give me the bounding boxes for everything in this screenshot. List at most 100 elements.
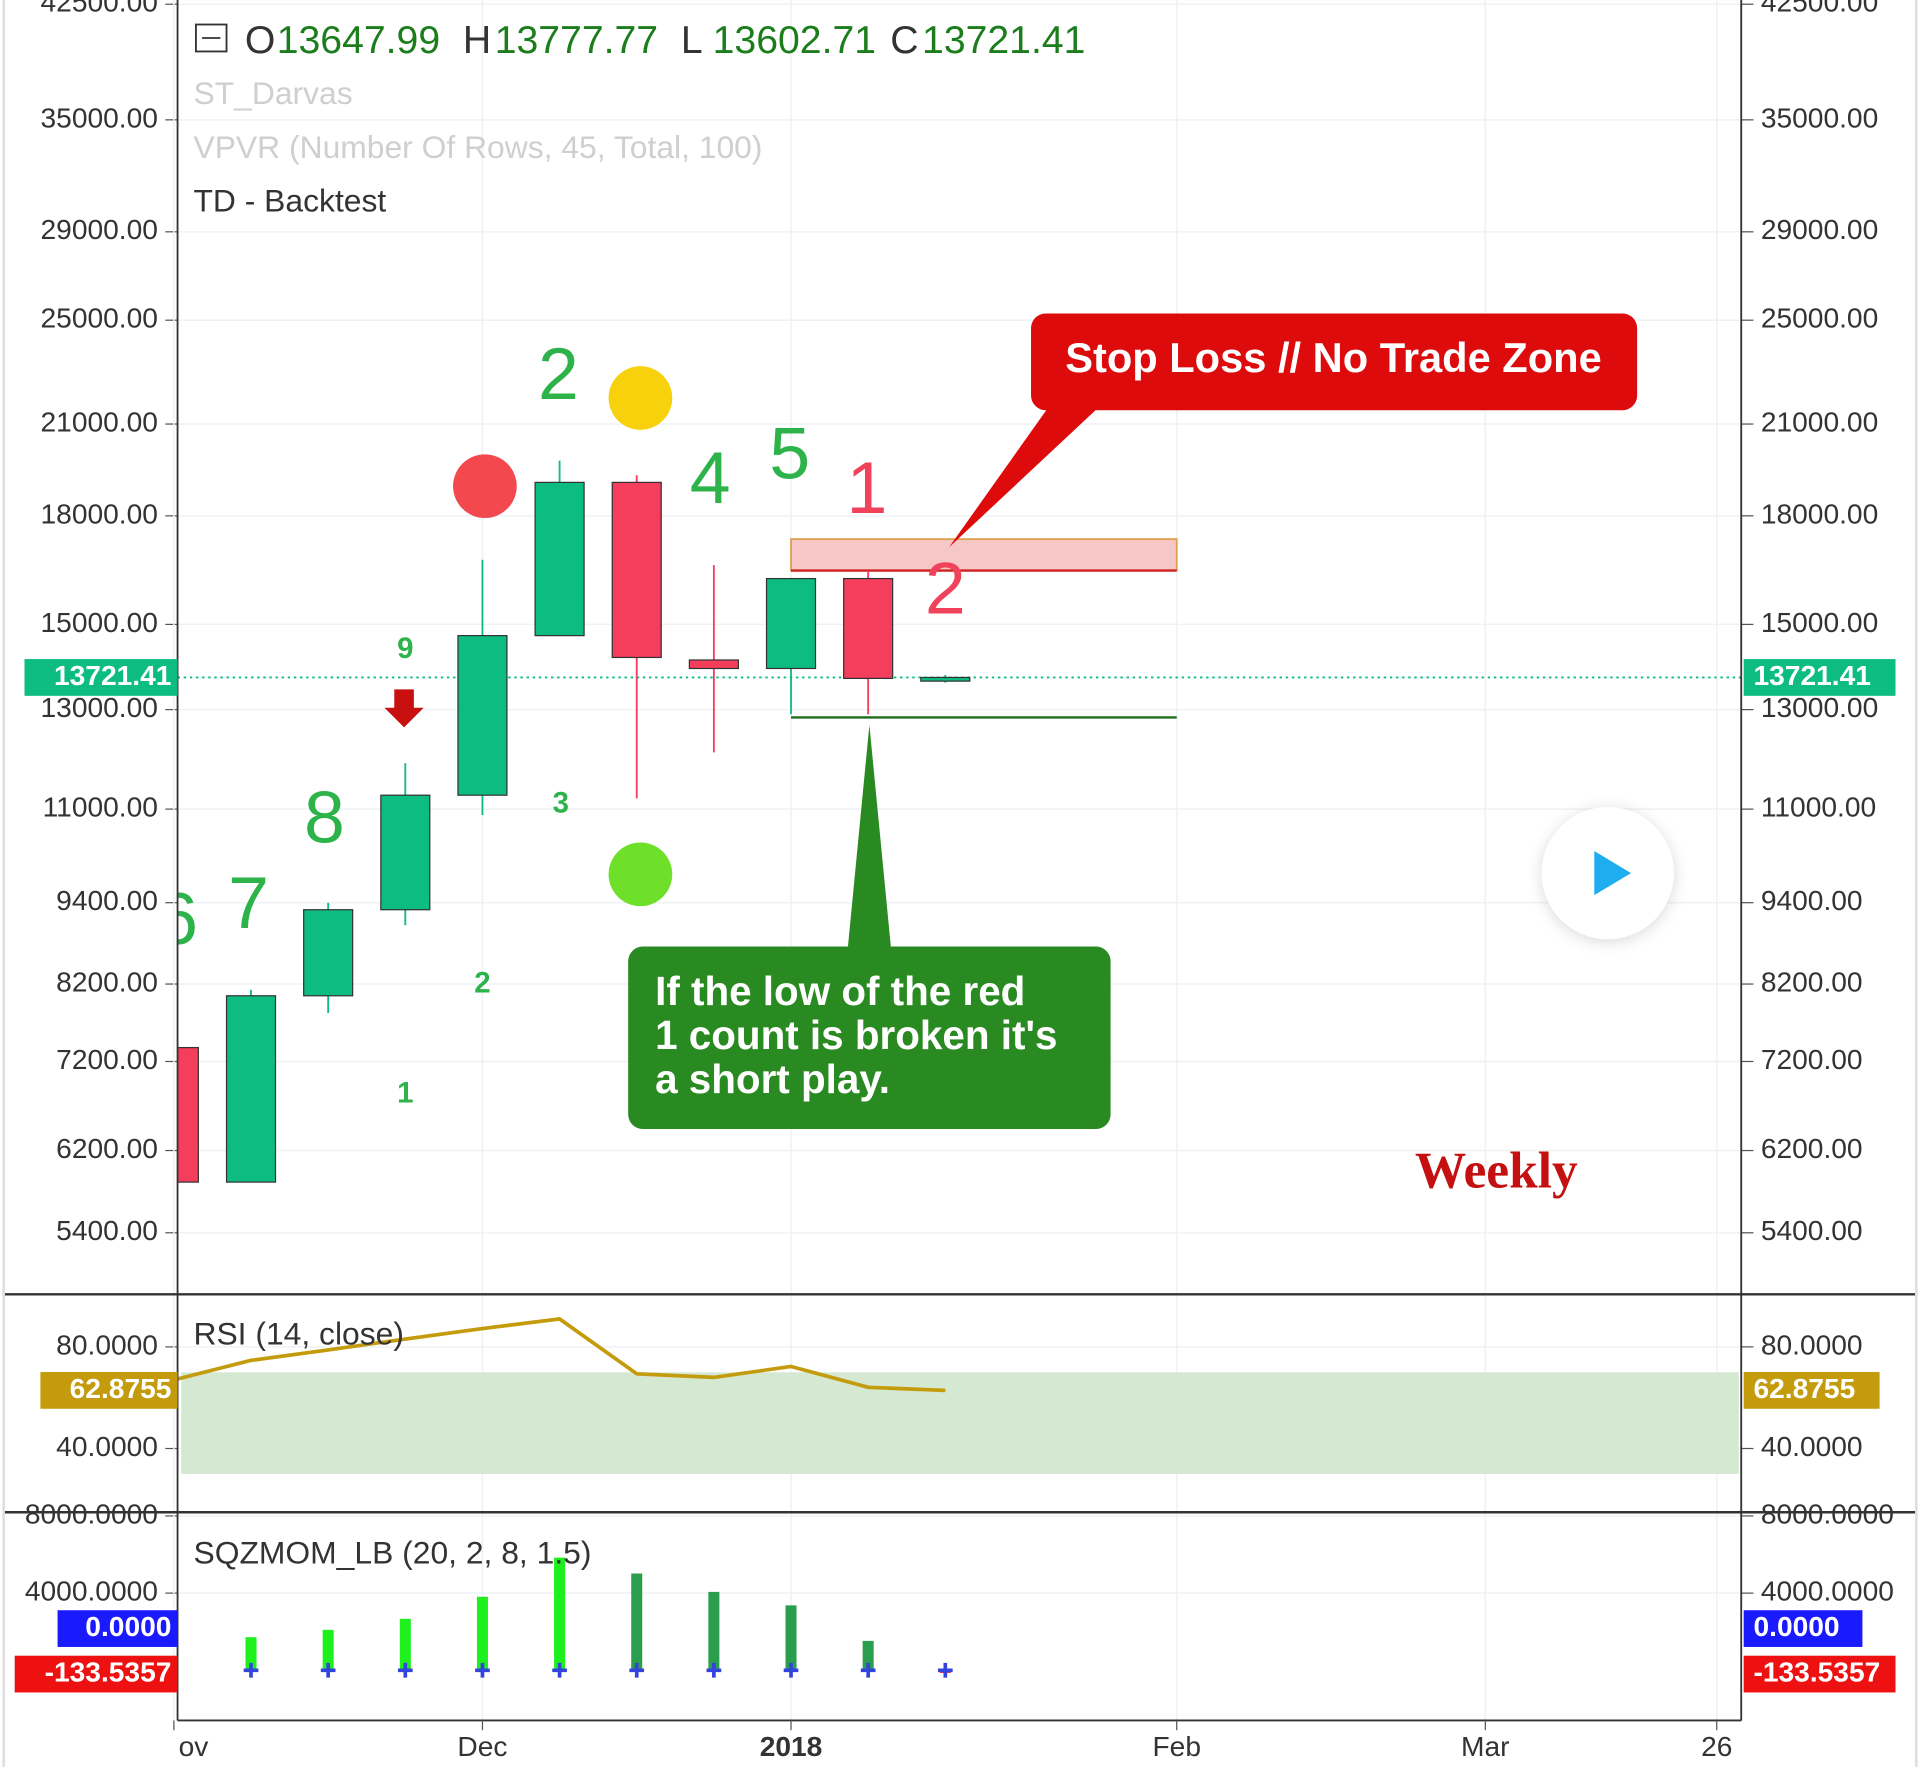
- y-tick-label: 5400.00: [56, 1215, 158, 1246]
- td-count: 1: [847, 446, 888, 529]
- ohlc-letter: C: [890, 19, 918, 62]
- y-tick-label: 18000.00: [1761, 498, 1878, 529]
- ohlc-value: 13647.99: [277, 19, 440, 62]
- y-tick-label: 15000.00: [1761, 607, 1878, 638]
- candle-body: [534, 481, 585, 637]
- y-tick-label: 42500.00: [41, 0, 158, 18]
- td-count: 8: [304, 775, 345, 858]
- squeeze-cross: [783, 1662, 799, 1678]
- play-icon: [1594, 851, 1632, 896]
- price-tag: [1743, 1655, 1896, 1693]
- callout-text: a short play.: [655, 1056, 890, 1102]
- y-tick-label: 9400.00: [56, 885, 158, 916]
- squeeze-cross: [706, 1662, 722, 1678]
- y-tick-label: 8200.00: [1761, 966, 1863, 997]
- candle-body: [611, 481, 662, 659]
- collapse-icon[interactable]: [195, 23, 228, 53]
- price-tag-label: 62.8755: [70, 1373, 172, 1404]
- y-tick-label: 6200.00: [1761, 1133, 1863, 1164]
- candle-body: [177, 1046, 199, 1183]
- y-tick-label: 8000.0000: [1761, 1498, 1894, 1529]
- price-tag: [1743, 1372, 1880, 1409]
- y-tick-label: 80.0000: [1761, 1329, 1863, 1360]
- td-count: 1: [397, 1076, 413, 1109]
- stop-zone: [790, 538, 1178, 572]
- td-count: 2: [474, 966, 490, 999]
- y-tick-label: 5400.00: [1761, 1215, 1863, 1246]
- y-tick-label: 11000.00: [43, 792, 158, 823]
- y-tick-label: 18000.00: [41, 498, 158, 529]
- y-tick-label: 29000.00: [41, 214, 158, 245]
- plot-area: 678912324512: [157, 332, 1742, 1678]
- x-tick-label: 26: [1701, 1731, 1732, 1762]
- indicator-name: ST_Darvas: [193, 75, 352, 111]
- y-tick-label: 35000.00: [1761, 102, 1878, 133]
- y-tick-label: 4000.0000: [25, 1576, 158, 1607]
- y-tick-label: 7200.00: [1761, 1044, 1863, 1075]
- x-tick-label: ov: [179, 1731, 209, 1762]
- momentum-bar: [476, 1596, 488, 1671]
- price-tag-label: 0.0000: [1753, 1611, 1839, 1642]
- squeeze-cross: [860, 1662, 876, 1678]
- callout-text: Stop Loss // No Trade Zone: [1065, 334, 1602, 381]
- price-tag-label: -133.5357: [1753, 1657, 1880, 1688]
- momentum-bar: [399, 1618, 411, 1671]
- yellow-marker: [608, 366, 673, 430]
- candle-body: [765, 577, 817, 670]
- squeeze-cross: [397, 1662, 413, 1678]
- candle-body: [225, 995, 277, 1183]
- momentum-bar: [785, 1605, 797, 1671]
- rsi-line: [177, 1317, 946, 1393]
- y-tick-label: 42500.00: [1761, 0, 1878, 18]
- squeeze-cross: [937, 1662, 953, 1678]
- indicator-name: VPVR (Number Of Rows, 45, Total, 100): [193, 129, 762, 165]
- y-tick-label: 21000.00: [1761, 406, 1878, 437]
- td-count: 6: [157, 877, 198, 960]
- y-tick-label: 25000.00: [41, 303, 158, 334]
- callout-pointer: [847, 724, 892, 953]
- candle-body: [920, 676, 971, 682]
- ohlc-letter: H: [463, 19, 491, 62]
- candle-body: [303, 909, 354, 997]
- td-count: 2: [538, 332, 579, 415]
- x-tick-label: 2018: [760, 1731, 823, 1762]
- candle-body: [380, 794, 431, 911]
- pane-title: RSI (14, close): [193, 1315, 404, 1351]
- td-count: 7: [228, 861, 269, 944]
- candle-body: [843, 577, 894, 680]
- price-tag-label: -133.5357: [45, 1657, 172, 1688]
- td-count: 2: [925, 546, 966, 629]
- ohlc-value: 13777.77: [495, 19, 658, 62]
- price-tag-label: 13721.41: [54, 660, 171, 691]
- squeeze-cross: [320, 1662, 336, 1678]
- momentum-bar: [708, 1591, 720, 1671]
- overlay: 42500.00 42500.00 35000.00 35000.00 29000.00…: [14, 0, 1896, 1762]
- y-tick-label: 9400.00: [1761, 885, 1863, 916]
- x-tick-label: Dec: [457, 1731, 507, 1762]
- td-count: 5: [769, 412, 810, 495]
- y-tick-label: 40.0000: [1761, 1431, 1863, 1462]
- y-tick-label: 15000.00: [41, 607, 158, 638]
- price-tag: [1743, 1610, 1863, 1647]
- timeframe-label: Weekly: [1415, 1142, 1578, 1199]
- y-tick-label: 40.0000: [56, 1431, 158, 1462]
- price-tag: [24, 659, 178, 696]
- momentum-bar: [554, 1557, 566, 1671]
- ohlc-value: 13602.71: [713, 19, 876, 62]
- y-tick-label: 80.0000: [56, 1329, 158, 1360]
- indicator-name: TD - Backtest: [193, 183, 386, 219]
- y-tick-label: 8200.00: [56, 966, 158, 997]
- y-tick-label: 35000.00: [41, 102, 158, 133]
- price-tag: [1743, 659, 1896, 696]
- ohlc-value: 13721.41: [922, 19, 1085, 62]
- momentum-bar: [631, 1573, 643, 1671]
- y-tick-label: 7200.00: [56, 1044, 158, 1075]
- price-tag-label: 0.0000: [85, 1611, 171, 1642]
- td-count: 4: [690, 436, 731, 519]
- squeeze-cross: [552, 1662, 567, 1678]
- y-tick-label: 21000.00: [41, 406, 158, 437]
- candle-body: [457, 635, 508, 796]
- sell-arrow: [384, 689, 424, 728]
